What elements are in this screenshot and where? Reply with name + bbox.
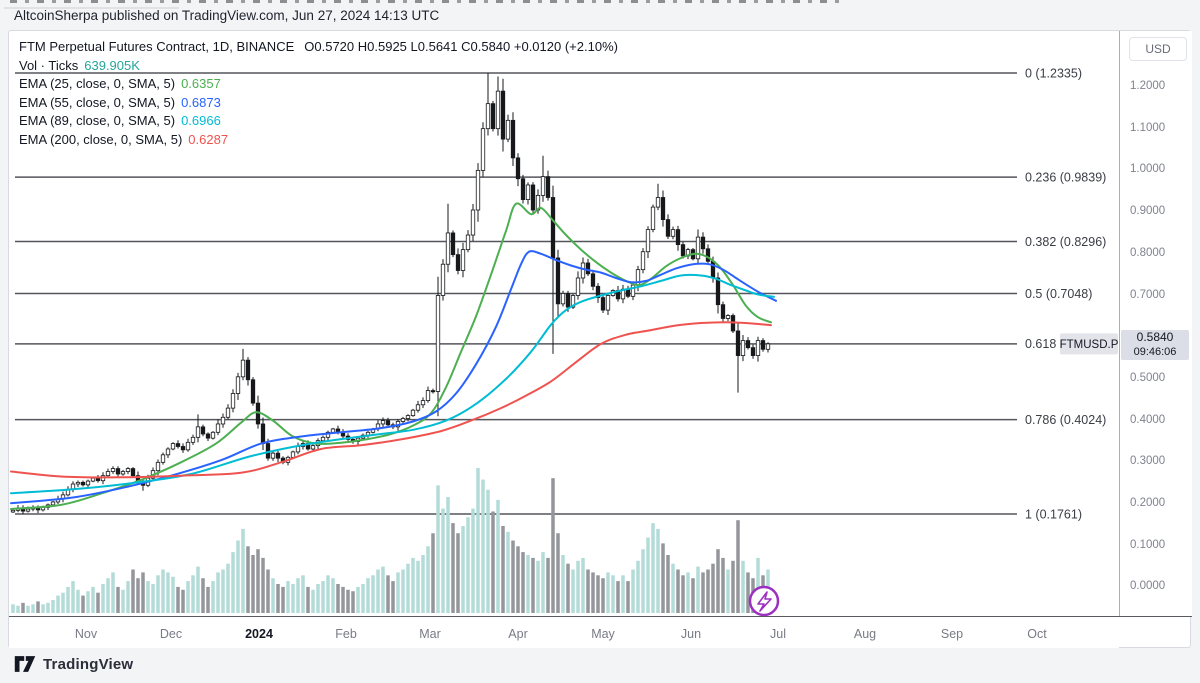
ohlc-values: O0.5720 H0.5925 L0.5641 C0.5840 +0.0120 …	[304, 39, 618, 54]
time-axis-label: Apr	[508, 627, 528, 641]
volume-label: Vol · Ticks	[19, 57, 79, 73]
price-tick-label: 0.7000	[1130, 288, 1166, 301]
price-tick-label: 0.8000	[1130, 246, 1166, 259]
ema-line-ema-25	[10, 202, 772, 510]
svg-text:0 (1.2335): 0 (1.2335)	[1025, 66, 1082, 80]
indicator-value: 0.6287	[188, 131, 229, 147]
svg-text:0.786 (0.4024): 0.786 (0.4024)	[1025, 413, 1106, 427]
last-price-badge: 0.5840 09:46:06	[1121, 330, 1189, 360]
time-axis-label: Jul	[770, 627, 786, 641]
indicator-value: 0.6873	[181, 94, 221, 110]
idea-marker-icon[interactable]	[748, 585, 780, 616]
time-axis-label: Feb	[335, 627, 357, 641]
price-tick-label: 0.1000	[1130, 538, 1166, 551]
time-axis-label: Jun	[680, 627, 702, 641]
indicator-row-1[interactable]: EMA (55, close, 0, SMA, 5) 0.6873	[19, 94, 618, 113]
ema-line-ema-55	[10, 250, 777, 505]
time-axis-label: 2024	[245, 627, 273, 641]
price-tick-label: 0.5000	[1130, 371, 1166, 384]
indicator-label: EMA (55, close, 0, SMA, 5)	[19, 94, 176, 110]
ema-lines-layer	[10, 202, 777, 510]
tradingview-logo-icon	[14, 656, 36, 672]
indicator-value: 0.6966	[181, 113, 221, 128]
candles-layer	[10, 73, 771, 515]
svg-text:0.5 (0.7048): 0.5 (0.7048)	[1025, 287, 1092, 301]
ema-line-ema-89	[10, 273, 775, 495]
chart-panel: 0 (1.2335) 0.236 (0.9839) 0.382 (0.8296) 0.…	[8, 30, 1192, 648]
svg-text:0.236 (0.9839): 0.236 (0.9839)	[1025, 170, 1106, 184]
svg-text:0.382 (0.8296): 0.382 (0.8296)	[1025, 235, 1106, 249]
price-axis-separator[interactable]	[1119, 31, 1120, 616]
price-tick-label: 0.3000	[1130, 455, 1166, 468]
price-axis[interactable]: USD 1.2000 1.1000 1.0000 0.9000 0.8000 0.7000…	[1120, 31, 1192, 616]
svg-text:1 (0.1761): 1 (0.1761)	[1025, 507, 1082, 521]
chart-canvas[interactable]: 0 (1.2335) 0.236 (0.9839) 0.382 (0.8296) 0.…	[9, 31, 1119, 616]
fib-levels-layer: 0 (1.2335) 0.236 (0.9839) 0.382 (0.8296) 0.…	[15, 66, 1119, 521]
svg-text:0.618: 0.618	[1025, 337, 1056, 351]
cropped-text-artifact	[10, 0, 845, 3]
tradingview-wordmark: TradingView	[43, 655, 134, 673]
svg-text:FTMUSD.P: FTMUSD.P	[1060, 339, 1119, 351]
chart-legend: FTM Perpetual Futures Contract, 1D, BINA…	[19, 38, 618, 149]
last-price-value: 0.5840	[1136, 330, 1174, 344]
price-tick-label: 0.9000	[1130, 205, 1166, 218]
price-tick-label: 1.1000	[1130, 121, 1166, 134]
bar-countdown: 09:46:06	[1133, 346, 1177, 358]
time-axis-label: Sep	[940, 627, 964, 641]
indicator-value: 0.6357	[181, 76, 221, 91]
symbol-title: FTM Perpetual Futures Contract, 1D, BINA…	[19, 39, 295, 54]
legend-title-row[interactable]: FTM Perpetual Futures Contract, 1D, BINA…	[19, 38, 618, 57]
indicator-label: EMA (89, close, 0, SMA, 5)	[19, 113, 176, 128]
price-tick-label: 0.0000	[1130, 580, 1166, 593]
time-axis[interactable]: Nov Dec 2024 Feb Mar Apr May Jun Jul Aug Sep Oct	[9, 617, 1119, 648]
indicator-label: EMA (25, close, 0, SMA, 5)	[19, 76, 176, 91]
currency-toggle-button[interactable]: USD	[1129, 37, 1187, 61]
indicator-legend-rows: EMA (25, close, 0, SMA, 5) 0.6357 EMA (55,…	[19, 75, 618, 149]
legend-volume-row[interactable]: Vol · Ticks 639.905K	[19, 57, 618, 76]
time-axis-label: Dec	[159, 627, 183, 641]
time-axis-label: Aug	[853, 627, 877, 641]
price-tick-label: 1.0000	[1130, 163, 1166, 176]
price-tick-label: 0.2000	[1130, 497, 1166, 510]
time-axis-label: May	[591, 627, 615, 641]
tradingview-footer[interactable]: TradingView	[14, 654, 133, 674]
indicator-row-0[interactable]: EMA (25, close, 0, SMA, 5) 0.6357	[19, 75, 618, 94]
time-axis-label: Nov	[74, 627, 98, 641]
price-tick-label: 0.4000	[1130, 413, 1166, 426]
time-axis-label: Oct	[1027, 627, 1047, 641]
price-tick-label: 1.2000	[1130, 79, 1166, 92]
cropped-text-artifact-2	[4, 7, 179, 9]
time-axis-label: Mar	[419, 627, 441, 641]
time-axis-separator[interactable]	[9, 616, 1192, 617]
volume-value: 639.905K	[84, 57, 140, 73]
indicator-row-3[interactable]: EMA (200, close, 0, SMA, 5) 0.6287	[19, 131, 618, 150]
volume-layer	[11, 468, 770, 613]
ema-line-ema-200	[10, 321, 772, 479]
indicator-label: EMA (200, close, 0, SMA, 5)	[19, 131, 183, 147]
attribution-text: AltcoinSherpa published on TradingView.c…	[14, 8, 440, 23]
indicator-row-2[interactable]: EMA (89, close, 0, SMA, 5) 0.6966	[19, 112, 618, 131]
